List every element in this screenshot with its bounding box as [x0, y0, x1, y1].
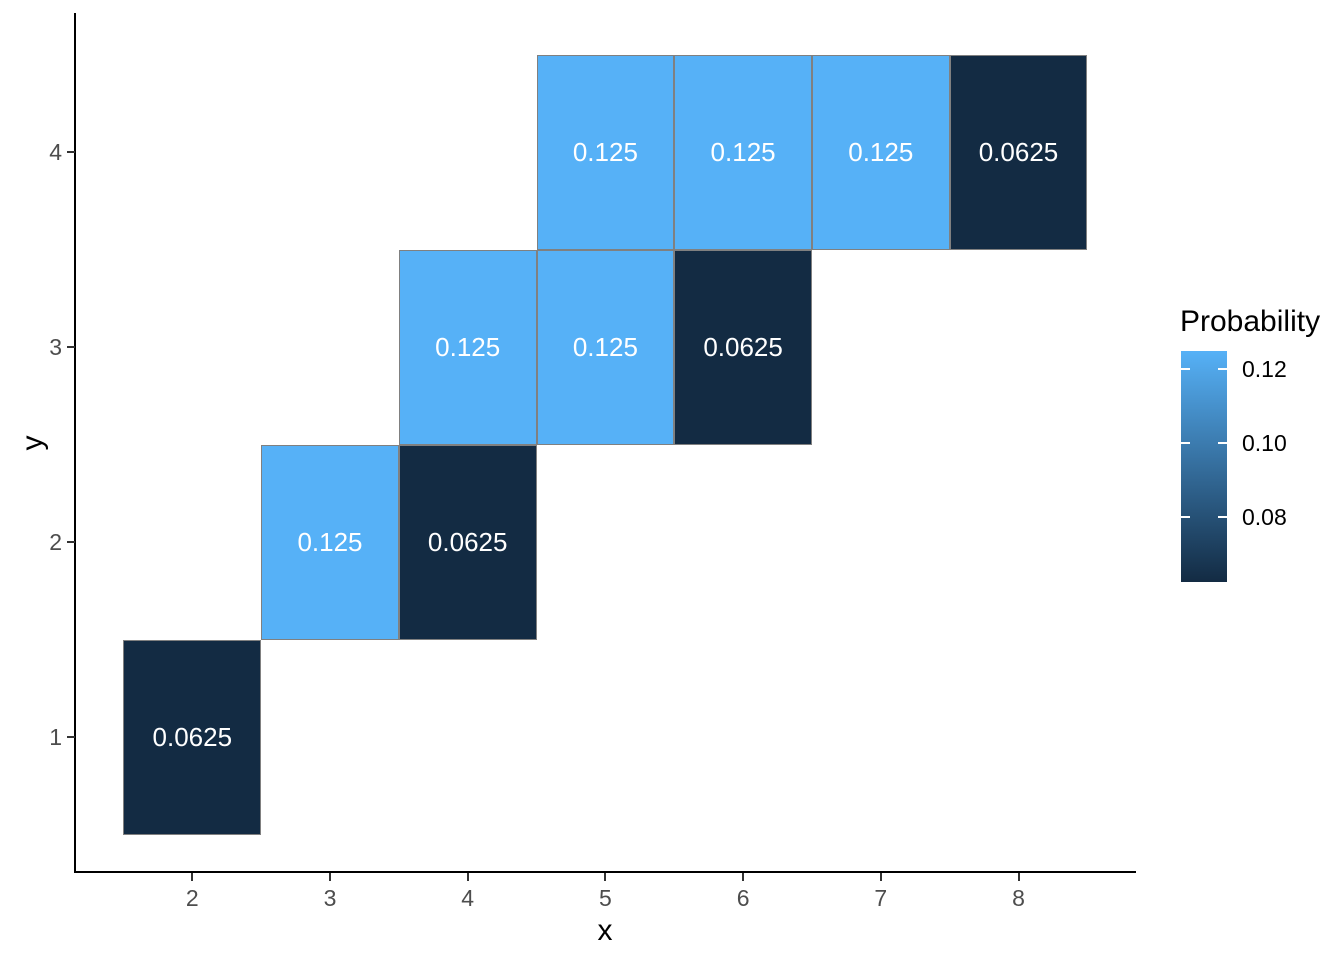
- heatmap-tile: 0.0625: [674, 249, 812, 445]
- heatmap-tile: 0.125: [536, 249, 675, 445]
- x-tick-mark: [879, 873, 882, 881]
- x-tick-label: 8: [1012, 885, 1025, 911]
- legend-tick-label: 0.12: [1242, 356, 1287, 383]
- heatmap-tile: 0.125: [536, 54, 675, 250]
- tile-value-label: 0.125: [572, 137, 638, 167]
- heatmap-tile: 0.125: [398, 249, 537, 445]
- legend-tick-mark: [1181, 442, 1190, 445]
- x-tick-mark: [329, 873, 331, 881]
- tile-value-label: 0.125: [710, 137, 776, 167]
- x-tick-label: 6: [736, 885, 750, 911]
- y-tick-label: 3: [49, 334, 62, 360]
- x-tick-mark: [1017, 873, 1020, 881]
- x-tick-label: 2: [185, 885, 199, 911]
- y-axis-line: [74, 13, 76, 873]
- tile-value-label: 0.125: [572, 332, 638, 362]
- y-tick-label: 2: [49, 529, 62, 555]
- legend-title: Probability: [1180, 305, 1321, 338]
- tile-value-label: 0.0625: [703, 332, 783, 362]
- x-tick-mark: [604, 873, 607, 881]
- y-axis-title: y: [16, 435, 49, 451]
- x-tick-label: 4: [461, 885, 475, 911]
- y-tick-label: 4: [49, 139, 62, 165]
- x-tick-mark: [466, 873, 469, 881]
- legend-tick-label: 0.10: [1242, 430, 1287, 457]
- y-tick-mark: [67, 541, 75, 543]
- tile-value-label: 0.0625: [427, 527, 508, 557]
- tile-value-label: 0.125: [435, 332, 501, 362]
- heatmap-tile: 0.0625: [398, 444, 537, 640]
- tile-value-label: 0.125: [297, 527, 363, 557]
- legend-gradient-bar: [1181, 351, 1227, 582]
- x-axis-title: x: [597, 914, 613, 947]
- legend-tick-label: 0.08: [1242, 504, 1287, 531]
- y-tick-label: 1: [49, 724, 62, 750]
- x-tick-mark: [191, 873, 194, 881]
- legend-tick-mark: [1218, 516, 1227, 519]
- heatmap-tile: 0.125: [674, 54, 812, 250]
- x-tick-label: 3: [323, 885, 337, 911]
- tile-value-label: 0.0625: [978, 137, 1059, 167]
- legend-tick-mark: [1181, 368, 1190, 371]
- tile-value-label: 0.0625: [152, 722, 233, 752]
- heatmap-tile: 0.125: [261, 444, 399, 640]
- legend-tick-mark: [1218, 442, 1227, 445]
- x-tick-label: 7: [874, 885, 888, 911]
- heatmap-tile: 0.125: [811, 54, 950, 250]
- x-tick-label: 5: [598, 885, 612, 911]
- legend-tick-mark: [1218, 368, 1227, 371]
- heatmap-tile: 0.0625: [123, 639, 262, 835]
- x-axis-line: [74, 871, 1136, 873]
- legend-tick-mark: [1181, 516, 1190, 519]
- y-tick-mark: [67, 151, 75, 153]
- y-tick-mark: [67, 736, 75, 738]
- tile-value-label: 0.125: [848, 137, 914, 167]
- x-tick-mark: [742, 873, 745, 881]
- heatmap-tile: 0.0625: [949, 54, 1088, 250]
- y-tick-mark: [67, 346, 75, 348]
